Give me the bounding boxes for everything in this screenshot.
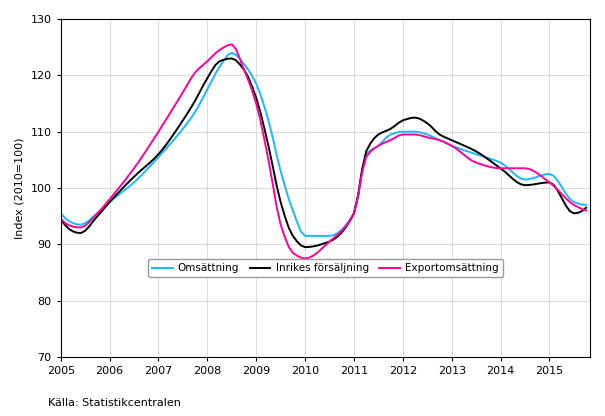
Inrikes försäljning [452, 139, 459, 144]
Line: Inrikes försäljning: Inrikes försäljning [60, 58, 586, 247]
Inrikes försäljning [200, 83, 207, 88]
Inrikes försäljning [338, 230, 345, 235]
Omsättning [338, 227, 345, 232]
Exportomsättning [200, 62, 207, 67]
Exportomsättning [301, 256, 309, 261]
Omsättning [452, 145, 459, 150]
Omsättning [583, 203, 590, 208]
Inrikes försäljning [301, 245, 309, 250]
Line: Exportomsättning: Exportomsättning [60, 45, 586, 258]
Omsättning [477, 153, 484, 158]
Inrikes försäljning [285, 225, 292, 230]
Omsättning [57, 211, 64, 216]
Inrikes försäljning [411, 115, 419, 120]
Inrikes försäljning [583, 205, 590, 210]
Exportomsättning [228, 42, 235, 47]
Exportomsättning [57, 216, 64, 221]
Y-axis label: Index (2010=100): Index (2010=100) [15, 137, 25, 239]
Inrikes försäljning [228, 56, 235, 61]
Exportomsättning [477, 161, 484, 166]
Text: Källa: Statistikcentralen: Källa: Statistikcentralen [48, 398, 182, 408]
Omsättning [285, 196, 292, 201]
Exportomsättning [338, 228, 345, 233]
Exportomsättning [285, 245, 292, 250]
Exportomsättning [452, 146, 459, 151]
Omsättning [301, 233, 309, 238]
Line: Omsättning: Omsättning [60, 53, 586, 236]
Inrikes försäljning [477, 151, 484, 156]
Exportomsättning [411, 132, 419, 137]
Inrikes försäljning [57, 216, 64, 221]
Omsättning [228, 50, 235, 55]
Omsättning [200, 95, 207, 100]
Exportomsättning [583, 208, 590, 213]
Legend: Omsättning, Inrikes försäljning, Exportomsättning: Omsättning, Inrikes försäljning, Exporto… [148, 259, 503, 277]
Omsättning [411, 129, 419, 134]
